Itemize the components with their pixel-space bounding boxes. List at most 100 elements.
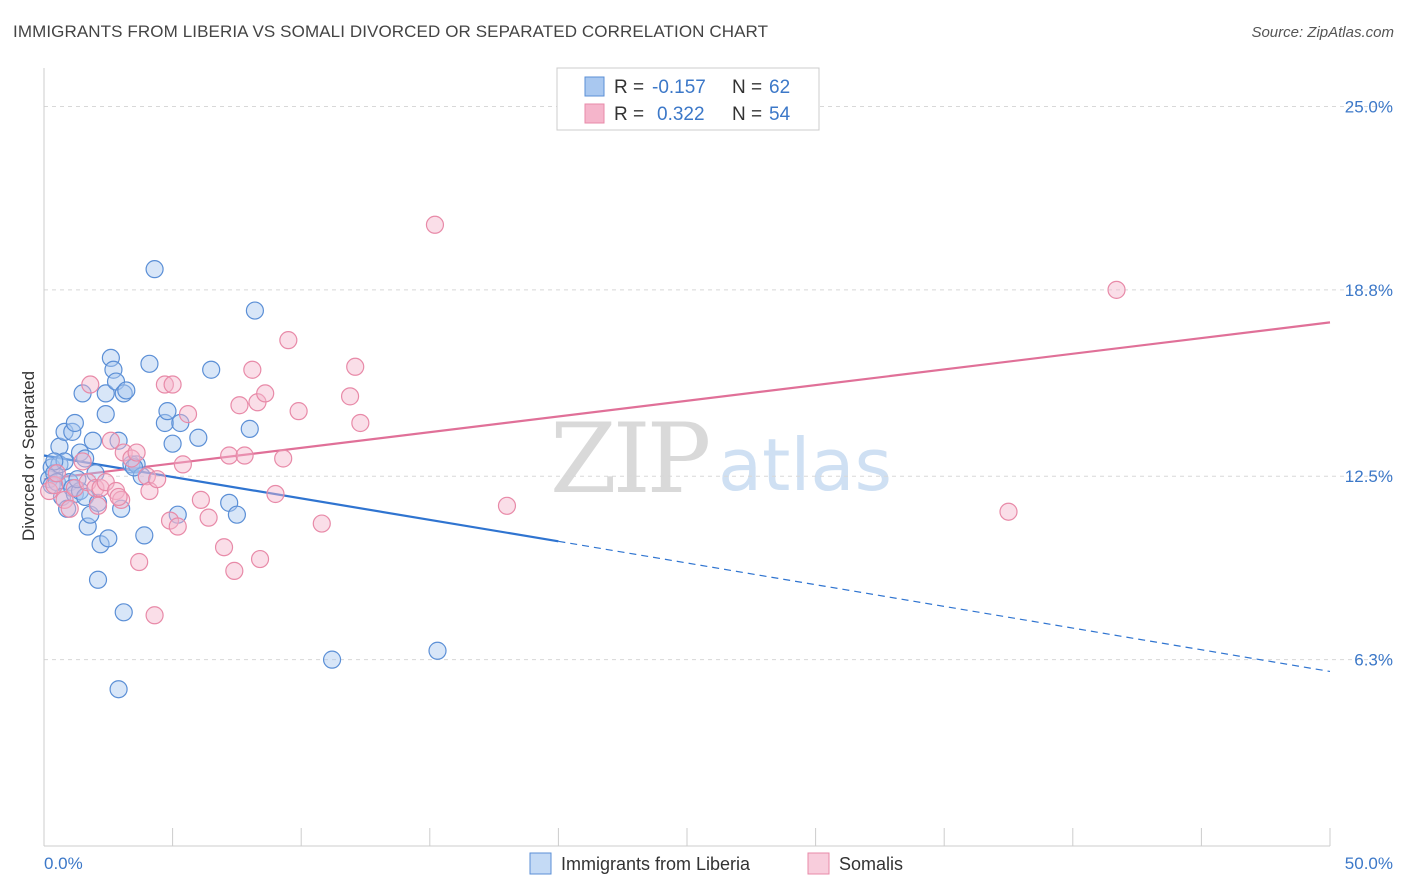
- somali-point: [86, 478, 105, 498]
- legend-r-label-somalis: R =: [614, 104, 644, 125]
- data-points: [40, 215, 1126, 699]
- x-tick-label-max: 50.0%: [1345, 854, 1393, 873]
- somali-point: [178, 405, 198, 424]
- somali-point: [101, 431, 120, 450]
- somali-point: [256, 384, 275, 403]
- liberia-point: [104, 360, 123, 379]
- liberia-point: [227, 505, 246, 524]
- somali-point: [279, 331, 298, 350]
- somali-point: [199, 508, 218, 527]
- liberia-point: [135, 526, 154, 545]
- somali-point: [225, 561, 244, 580]
- somali-point: [109, 487, 128, 507]
- chart-title: IMMIGRANTS FROM LIBERIA VS SOMALI DIVORC…: [13, 22, 769, 41]
- liberia-point: [78, 517, 97, 536]
- somali-point: [312, 514, 331, 533]
- liberia-point: [145, 260, 164, 279]
- liberia-point: [109, 431, 128, 450]
- legend-n-value-somalis: 54: [769, 104, 791, 125]
- somali-point: [163, 375, 182, 394]
- somali-point: [91, 478, 110, 498]
- somali-point: [243, 360, 262, 379]
- liberia-point: [65, 413, 84, 433]
- y-tick-label: 18.8%: [1345, 281, 1393, 300]
- bottom-legend-label-somalis: Somalis: [839, 854, 903, 874]
- liberia-point: [245, 301, 265, 320]
- somali-point: [235, 446, 254, 465]
- liberia-point: [114, 603, 133, 622]
- liberia-point: [117, 381, 136, 400]
- watermark-zip: ZIP: [550, 403, 709, 515]
- somali-point: [112, 490, 131, 509]
- somali-point: [81, 375, 100, 394]
- legend-n-label-liberia: N =: [732, 77, 762, 98]
- liberia-point: [96, 384, 115, 403]
- somali-point: [250, 549, 270, 569]
- somali-point: [122, 449, 141, 468]
- somali-point: [168, 517, 187, 536]
- liberia-point: [83, 431, 102, 450]
- liberia-point: [45, 452, 64, 471]
- somali-trend-line: [43, 321, 1331, 481]
- somali-point: [191, 490, 210, 509]
- liberia-point: [114, 384, 133, 403]
- somali-point: [425, 215, 445, 234]
- legend-r-value-liberia: -0.157: [652, 77, 706, 98]
- somali-point: [47, 464, 66, 483]
- correlation-legend: R = -0.157 N = 62 R = 0.322 N = 54: [556, 67, 820, 131]
- somali-point: [274, 449, 293, 468]
- liberia-point: [99, 529, 118, 548]
- somali-point: [346, 357, 365, 376]
- somali-point: [497, 496, 517, 515]
- liberia-point: [155, 413, 174, 433]
- legend-r-label-liberia: R =: [614, 77, 644, 98]
- somali-point: [351, 413, 370, 433]
- liberia-point: [101, 348, 120, 368]
- somali-point: [145, 606, 164, 625]
- liberia-point: [189, 428, 208, 447]
- source-credit: Source: ZipAtlas.com: [1251, 24, 1394, 41]
- legend-swatch-liberia: [584, 76, 605, 97]
- somali-point: [173, 455, 192, 474]
- grid-lines: [44, 105, 1392, 661]
- somali-point: [1107, 280, 1126, 299]
- somali-point: [40, 481, 59, 501]
- bottom-legend-swatch-somalis: [807, 852, 830, 875]
- somali-point: [55, 490, 74, 509]
- legend-n-label-somalis: N =: [732, 104, 762, 125]
- liberia-point: [202, 360, 221, 379]
- y-tick-label: 25.0%: [1345, 97, 1393, 116]
- somali-point: [999, 502, 1018, 521]
- somali-point: [266, 484, 285, 504]
- liberia-point: [428, 641, 447, 660]
- y-tick-labels: 6.3% 12.5% 18.8% 25.0%: [1345, 97, 1393, 669]
- somali-point: [127, 443, 146, 462]
- liberia-point: [158, 402, 177, 421]
- watermark-atlas: atlas: [718, 423, 892, 507]
- y-tick-label: 6.3%: [1354, 651, 1393, 670]
- liberia-point: [88, 570, 108, 589]
- series-legend: Immigrants from Liberia Somalis: [529, 852, 903, 875]
- somali-point: [155, 375, 174, 394]
- liberia-point: [240, 419, 259, 438]
- somali-point: [137, 467, 156, 486]
- liberia-point: [322, 650, 342, 669]
- legend-n-value-liberia: 62: [769, 77, 790, 98]
- somali-point: [340, 387, 360, 406]
- bottom-legend-label-liberia: Immigrants from Liberia: [561, 854, 751, 874]
- somali-point: [289, 402, 308, 421]
- x-tick-label-min: 0.0%: [44, 854, 83, 873]
- liberia-point: [109, 680, 128, 699]
- somali-point: [220, 446, 239, 465]
- somali-point: [130, 552, 149, 572]
- legend-swatch-somalis: [584, 103, 605, 124]
- liberia-point: [96, 405, 115, 424]
- liberia-point: [76, 449, 95, 468]
- somali-point: [73, 452, 92, 471]
- somali-point: [230, 396, 249, 415]
- somali-point: [60, 499, 79, 518]
- liberia-point: [140, 354, 159, 373]
- y-tick-label: 12.5%: [1345, 467, 1393, 486]
- somali-point: [148, 470, 167, 489]
